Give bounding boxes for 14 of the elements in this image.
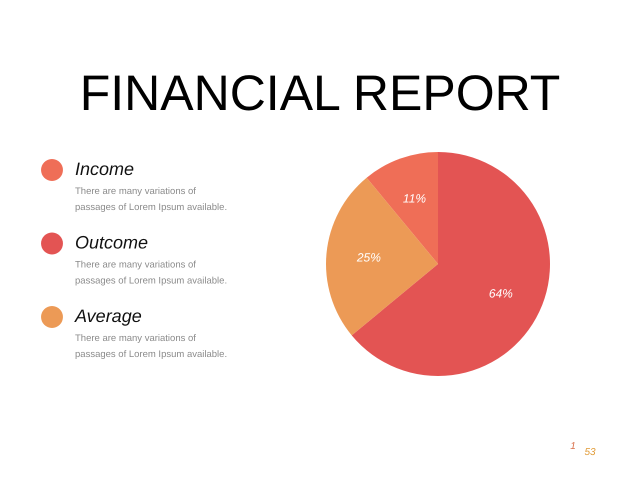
text: There are many variations of passages of Lorem Ipsum available. [75,186,228,213]
chart-title: FINANCIAL REPORT [80,65,560,121]
text: There are many variations of passages of Lorem Ipsum available. [75,333,228,360]
text: 1 [570,441,576,452]
text: 53 [584,447,596,458]
text: There are many variations of passages of Lorem Ipsum available. [75,260,228,286]
data-label: 25% [356,250,382,264]
data-label: 11% [402,192,426,206]
pie-slice [352,152,550,376]
legend-label: Outcome [75,232,148,252]
pie-slice [326,178,438,336]
legend-label: Average [74,306,142,326]
data-label: 64% [488,286,514,301]
legend-label: Income [75,159,134,179]
